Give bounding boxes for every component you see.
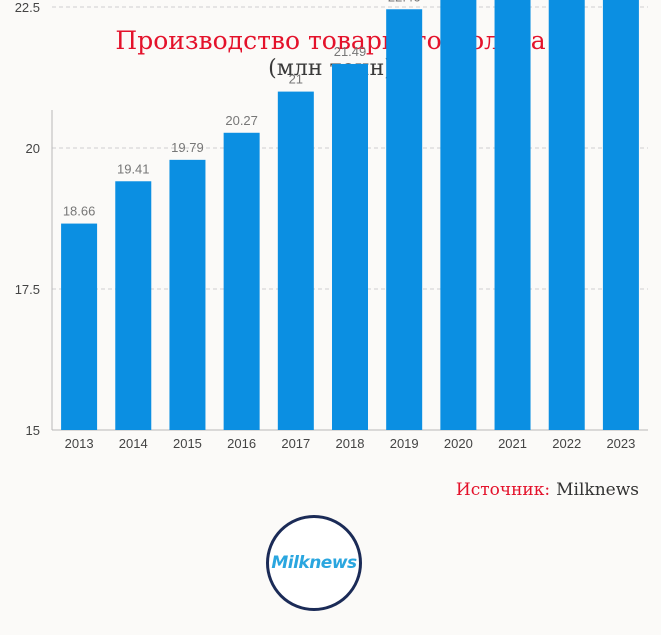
- source-label: Источник:: [455, 480, 551, 500]
- bars: [61, 0, 639, 431]
- x-tick-label: 2016: [227, 436, 256, 451]
- x-tick-label: 2022: [552, 436, 581, 451]
- y-tick-label: 22.5: [15, 0, 40, 15]
- value-label: 18.66: [63, 204, 96, 219]
- bar-2023: [602, 0, 639, 431]
- x-tick-label: 2018: [336, 436, 365, 451]
- y-tick-label: 17.5: [15, 282, 40, 297]
- bar-2013: [61, 223, 98, 430]
- bar-2022: [548, 0, 585, 431]
- bar-2014: [115, 181, 152, 430]
- value-label: 21.49: [334, 44, 367, 59]
- bar-2016: [223, 132, 260, 430]
- value-labels: 18.6619.4119.7920.272121.4922.4623.5223.…: [63, 0, 421, 219]
- x-tick-label: 2021: [498, 436, 527, 451]
- y-tick-label: 20: [26, 141, 40, 156]
- x-tick-label: 2020: [444, 436, 473, 451]
- bar-2017: [277, 91, 314, 430]
- bar-2015: [169, 159, 206, 430]
- value-label: 22.46: [388, 0, 421, 4]
- x-tick-label: 2013: [65, 436, 94, 451]
- x-tick-label: 2023: [606, 436, 635, 451]
- x-tick-label: 2015: [173, 436, 202, 451]
- source-note: Источник: Milknews: [456, 480, 639, 500]
- y-tick-label: 15: [26, 423, 40, 438]
- logo-text: Milknews: [271, 553, 357, 573]
- value-label: 21: [289, 72, 303, 87]
- x-tick-labels: 2013 2014 2015 2016 2017 2018 2019 2020 2021 2022…: [65, 436, 636, 451]
- x-tick-label: 2017: [281, 436, 310, 451]
- x-tick-label: 2014: [119, 436, 148, 451]
- milknews-logo: Milknews: [266, 515, 362, 611]
- bar-2018: [332, 63, 368, 431]
- bar-2020: [440, 0, 477, 431]
- x-tick-label: 2019: [390, 436, 419, 451]
- value-label: 19.79: [171, 140, 204, 155]
- chart-subtitle: (млн тонн): [268, 56, 393, 81]
- value-label: 19.41: [117, 161, 150, 176]
- bar-2019: [386, 9, 423, 430]
- source-value: Milknews: [556, 480, 639, 500]
- bar-2021: [494, 0, 531, 430]
- value-label: 20.27: [225, 113, 258, 128]
